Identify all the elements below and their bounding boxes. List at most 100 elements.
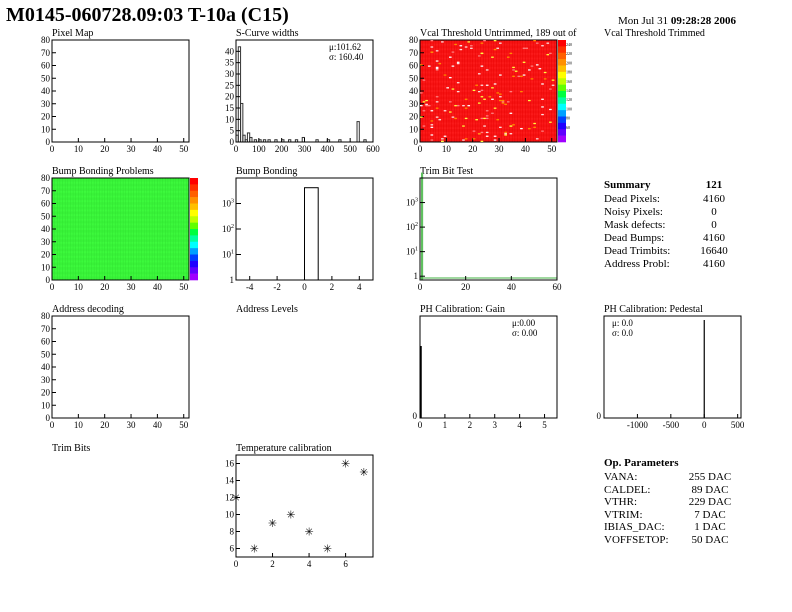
- vcal-pixel-mark: [427, 105, 431, 107]
- ph_gain-xtick-label: 5: [542, 420, 547, 430]
- panel-title-ph-gain: PH Calibration: Gain: [420, 304, 505, 315]
- address_decoding-xtick-label: 10: [74, 420, 84, 430]
- trim_bit_test-xtick-label: 20: [461, 282, 471, 292]
- bump_problems-palette-band: [190, 248, 198, 255]
- vcal_untrimmed-xtick-label: 0: [418, 144, 423, 154]
- trim_bit_test-ytick-label: 1: [414, 271, 419, 281]
- bump_problems-ytick-label: 40: [41, 224, 51, 234]
- vcal-pixel-mark: [464, 138, 468, 140]
- vcal-pixel-mark: [480, 42, 484, 44]
- vcal-palette-label: 240: [566, 42, 572, 47]
- vcal-pixel-mark: [493, 139, 497, 141]
- vcal_untrimmed-xtick-label: 40: [521, 144, 531, 154]
- vcal-pixel-mark: [443, 74, 447, 76]
- ph-pedestal-ytick-label: 0: [597, 411, 602, 421]
- vcal-pixel-mark: [533, 126, 536, 128]
- pixel_map-xtick-label: 50: [179, 144, 189, 154]
- vcal-pixel-mark: [493, 83, 497, 85]
- vcal-pixel-mark: [512, 124, 515, 126]
- temperature-ytick-label: 10: [225, 510, 235, 520]
- vcal-palette-label: 160: [566, 79, 572, 84]
- pedestal-mean: μ: 0.0: [612, 318, 633, 328]
- pixel_map-xtick-label: 10: [74, 144, 84, 154]
- bump_bonding-ytick-label: 102: [222, 224, 234, 234]
- vcal-pixel-mark: [420, 105, 423, 107]
- summary-title: Summary: [604, 179, 651, 191]
- summary-value: 0: [711, 219, 717, 231]
- vcal-pixel-mark: [435, 96, 439, 98]
- summary-label: Dead Trimbits:: [604, 245, 671, 257]
- vcal-pixel-mark: [475, 84, 478, 86]
- vcal-pixel-mark: [456, 61, 460, 63]
- ph-gain-ytick-label: 0: [413, 411, 418, 421]
- vcal_untrimmed-xtick-label: 20: [468, 144, 478, 154]
- vcal-pixel-mark: [485, 131, 489, 134]
- vcal-pixel-mark: [488, 96, 492, 98]
- address_decoding-xtick-label: 50: [179, 420, 189, 430]
- ph_pedestal-xtick-label: 500: [731, 420, 745, 430]
- op-param-row: VTHR: 229 DAC: [604, 496, 740, 509]
- vcal-pixel-mark: [454, 43, 457, 46]
- pixel_map-ytick-label: 10: [41, 124, 51, 134]
- ph_gain-frame: [419, 315, 558, 419]
- vcal-pixel-mark: [477, 55, 481, 57]
- bump_problems-cell-grid: [52, 178, 189, 280]
- vcal-pixel-mark: [427, 65, 431, 67]
- pixel_map-xtick-label: 0: [50, 144, 55, 154]
- bump_bonding-ytick-label: 103: [222, 199, 234, 209]
- vcal_untrimmed-palette-band: [558, 103, 566, 111]
- vcal-palette-label: 60: [566, 125, 570, 130]
- scurve-bar: [249, 136, 253, 143]
- bump_bonding-xtick-label: 2: [330, 282, 335, 292]
- vcal-pixel-mark: [535, 138, 539, 140]
- pixel_map-ytick-label: 80: [41, 35, 51, 45]
- vcal-pixel-mark: [441, 41, 444, 43]
- vcal-pixel-mark: [520, 91, 523, 93]
- vcal-pixel-mark: [504, 133, 507, 135]
- vcal-pixel-mark: [464, 117, 468, 120]
- scurve-xtick-label: 100: [252, 144, 266, 154]
- vcal-pixel-mark: [472, 130, 476, 132]
- pixel_map-ytick-label: 40: [41, 86, 51, 96]
- address_decoding-ytick-label: 40: [41, 362, 51, 372]
- scurve-ytick-label: 40: [225, 46, 235, 56]
- vcal-pixel-mark: [435, 116, 439, 118]
- vcal-pixel-mark: [456, 62, 460, 65]
- panel-title-temperature: Temperature calibration: [236, 443, 332, 454]
- op-param-label: VOFFSETOP:: [604, 533, 669, 546]
- pixel_map-ytick-label: 30: [41, 99, 51, 109]
- vcal-pixel-mark: [522, 61, 526, 63]
- ph_gain-xtick-label: 2: [468, 420, 473, 430]
- bump_problems-palette-band: [190, 222, 198, 230]
- panel-title-pixel-map: Pixel Map: [52, 28, 94, 39]
- summary-label: Noisy Pixels:: [604, 206, 663, 218]
- address_decoding-ytick-label: 20: [41, 388, 51, 398]
- op-param-row: IBIAS_DAC: 1 DAC: [604, 521, 740, 534]
- bump_problems-palette-band: [190, 203, 198, 211]
- vcal-pixel-mark: [512, 69, 515, 71]
- op-param-row: VTRIM: 7 DAC: [604, 509, 740, 522]
- vcal-pixel-mark: [483, 117, 486, 120]
- temperature-point: ✳: [286, 510, 295, 522]
- scurve-xtick-label: 0: [234, 144, 239, 154]
- address_decoding-ytick-label: 60: [41, 337, 51, 347]
- vcal-pixel-mark: [470, 47, 473, 49]
- address_decoding-xtick-label: 40: [153, 420, 163, 430]
- temperature-xtick-label: 6: [343, 559, 348, 569]
- vcal-pixel-mark: [525, 47, 529, 49]
- panel-title-scurve: S-Curve widths: [236, 28, 299, 39]
- vcal-pixel-mark: [446, 87, 449, 89]
- scurve-ytick-label: 20: [225, 92, 235, 102]
- address_decoding-ytick-label: 70: [41, 324, 51, 334]
- panel-title-bump-bonding: Bump Bonding: [236, 166, 298, 177]
- bump_problems-palette-band: [190, 241, 198, 249]
- vcal_untrimmed-palette-band: [558, 65, 566, 73]
- op-param-value: 255 DAC: [688, 471, 732, 483]
- vcal-pixel-mark: [451, 116, 455, 118]
- bump_problems-palette-band: [190, 184, 198, 192]
- vcal_untrimmed-ytick-label: 0: [414, 137, 419, 147]
- temperature-point: ✳: [359, 467, 368, 479]
- vcal-pixel-mark: [430, 51, 434, 53]
- summary-table: Summary 121 Dead Pixels: 4160 Noisy Pixels…: [604, 178, 734, 271]
- timestamp-time: 09:28:28 2006: [670, 15, 736, 27]
